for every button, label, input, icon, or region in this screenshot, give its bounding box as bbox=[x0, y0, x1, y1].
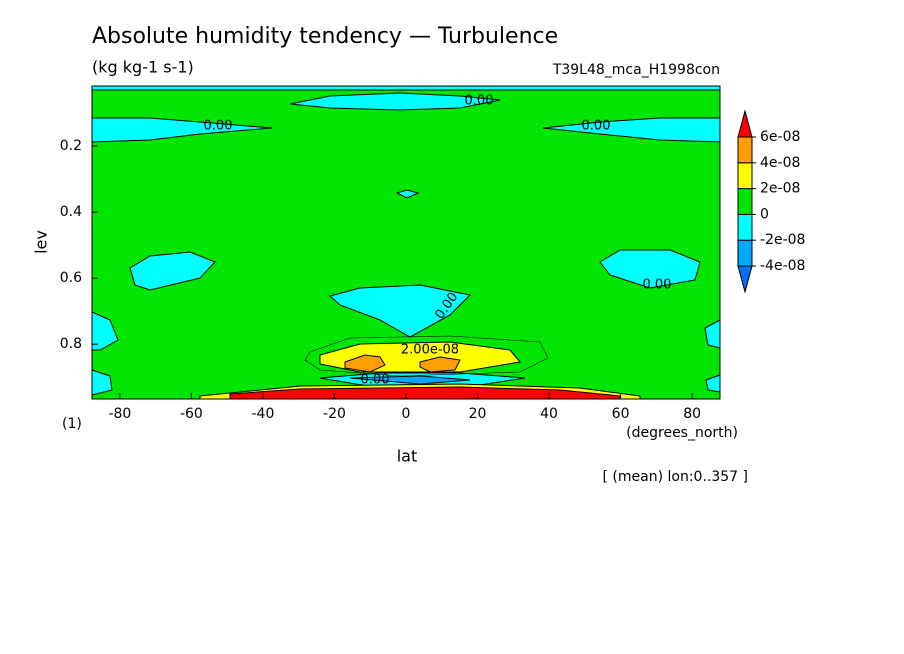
region bbox=[599, 249, 701, 289]
colorbar-label: 0 bbox=[760, 206, 769, 222]
x-tick-label: 60 bbox=[612, 406, 630, 422]
contour-label: 2.00e-08 bbox=[401, 343, 459, 358]
y-tick-label: 0.4 bbox=[60, 204, 82, 220]
run-label: T39L48_mca_H1998con bbox=[552, 62, 720, 78]
x-unit: (degrees_north) bbox=[626, 425, 738, 441]
y-tick-label: 0.2 bbox=[60, 138, 82, 154]
region bbox=[91, 85, 721, 91]
region bbox=[349, 375, 471, 385]
contour-label: 0.00 bbox=[465, 94, 494, 109]
region bbox=[344, 354, 386, 373]
x-tick-label: 80 bbox=[683, 406, 701, 422]
colorbar-segment bbox=[737, 136, 753, 164]
x-tick-label: -40 bbox=[252, 406, 275, 422]
note: [ (mean) lon:0..357 ] bbox=[603, 469, 748, 485]
contour-label: 0.00 bbox=[643, 278, 672, 293]
contour-label: 0.00 bbox=[582, 119, 611, 134]
colorbar-segment bbox=[737, 109, 753, 138]
colorbar-segment bbox=[737, 162, 753, 190]
colorbar-label: -4e-08 bbox=[760, 258, 805, 274]
contour-field bbox=[91, 85, 721, 400]
colorbar-label: 2e-08 bbox=[760, 181, 800, 197]
region bbox=[419, 356, 461, 373]
x-tick-label: 0 bbox=[402, 406, 411, 422]
x-tick-label: 40 bbox=[540, 406, 558, 422]
colorbar-segment bbox=[737, 239, 753, 267]
x-tick-label: 20 bbox=[469, 406, 487, 422]
y-axis-label: lev bbox=[32, 230, 51, 254]
colorbar-label: 6e-08 bbox=[760, 129, 800, 145]
x-tick-label: -20 bbox=[323, 406, 346, 422]
subtitle: (kg kg-1 s-1) bbox=[92, 58, 194, 77]
y-tick-label: 0.6 bbox=[60, 270, 82, 286]
contour-label: 0.00 bbox=[204, 119, 233, 134]
chart-title: Absolute humidity tendency — Turbulence bbox=[92, 24, 558, 49]
x-axis-label: lat bbox=[397, 447, 418, 466]
colorbar-segment bbox=[737, 188, 753, 215]
region bbox=[395, 189, 420, 199]
region bbox=[129, 251, 216, 291]
colorbar-segment bbox=[737, 213, 753, 241]
region bbox=[91, 117, 273, 143]
colorbar-segment bbox=[737, 265, 753, 294]
contour-line bbox=[304, 335, 549, 377]
region bbox=[289, 92, 501, 111]
region bbox=[542, 117, 721, 143]
x-tick-label: -80 bbox=[108, 406, 131, 422]
colorbar-label: -2e-08 bbox=[760, 232, 805, 248]
colorbar-label: 4e-08 bbox=[760, 155, 800, 171]
contour-label: 0.00 bbox=[361, 373, 390, 388]
corner-label: (1) bbox=[62, 416, 82, 432]
y-tick-label: 0.8 bbox=[60, 336, 82, 352]
x-tick-label: -60 bbox=[180, 406, 203, 422]
region bbox=[328, 284, 472, 338]
